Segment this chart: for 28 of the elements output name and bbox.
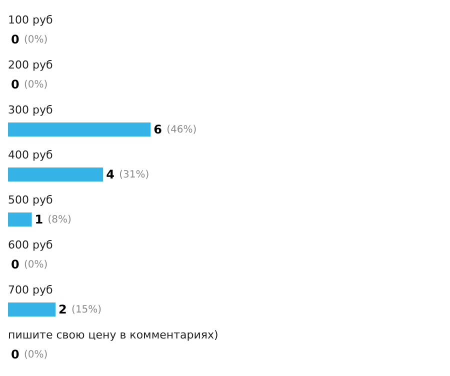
- bar: [8, 122, 151, 136]
- annotation: (8%): [48, 214, 72, 226]
- y-tick-label: 700 руб: [8, 284, 53, 296]
- annotation: (15%): [72, 304, 102, 316]
- y-tick-label: 500 руб: [8, 194, 53, 206]
- annotation: (0%): [24, 80, 48, 90]
- bar: [8, 168, 104, 182]
- bar: [8, 302, 56, 316]
- data-label: 0: [11, 348, 20, 362]
- data-label: 0: [11, 258, 20, 272]
- annotation: (0%): [24, 350, 48, 360]
- data-label: 2: [58, 302, 67, 316]
- annotation: (31%): [119, 170, 150, 180]
- y-tick-label: 600 руб: [8, 238, 53, 252]
- y-tick-label: 100 руб: [8, 14, 53, 26]
- y-tick-label: пишите свою цену в комментариях): [8, 328, 218, 342]
- annotation: (0%): [24, 34, 48, 46]
- data-label: 4: [106, 168, 114, 182]
- data-label: 1: [34, 212, 44, 226]
- data-label: 0: [11, 32, 20, 46]
- bar: [8, 212, 32, 226]
- data-label: 0: [11, 78, 20, 92]
- y-tick-label: 400 руб: [8, 148, 53, 162]
- data-label: 6: [154, 122, 162, 136]
- annotation: (46%): [166, 124, 197, 136]
- y-tick-label: 200 руб: [8, 58, 53, 72]
- y-tick-label: 300 руб: [8, 104, 53, 116]
- annotation: (0%): [24, 260, 48, 270]
